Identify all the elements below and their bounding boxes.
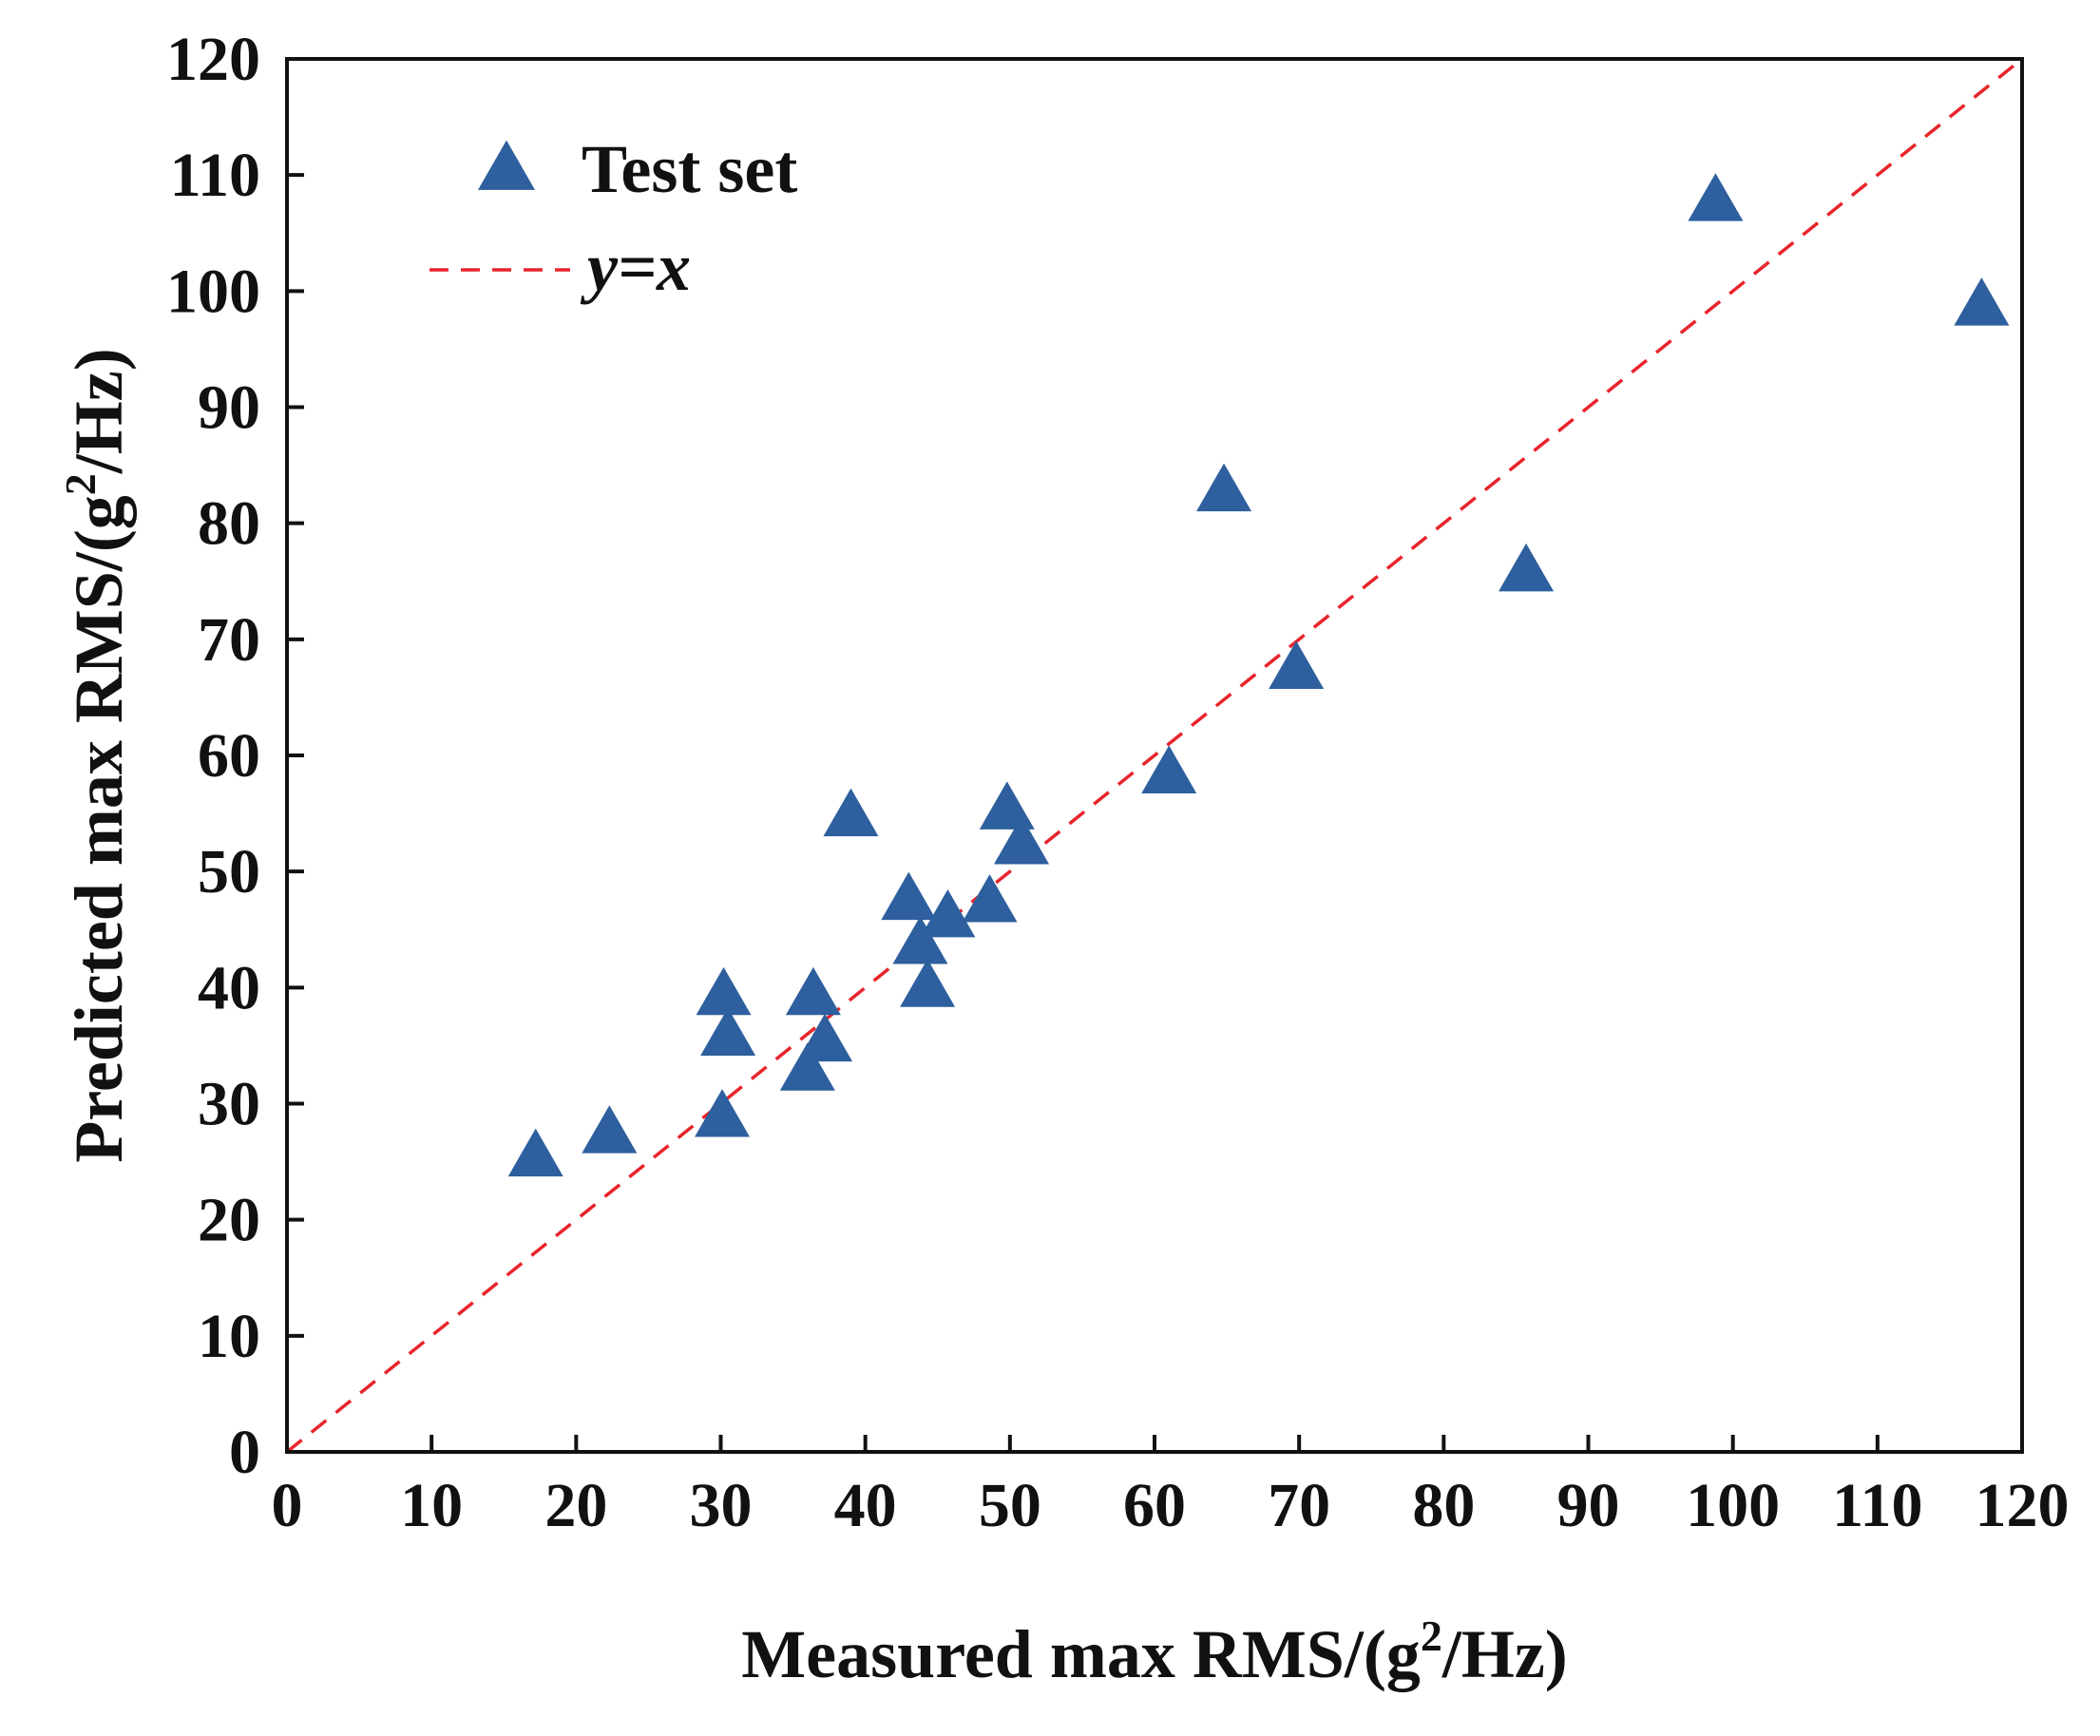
- y-tick-label: 20: [198, 1186, 260, 1255]
- data-point-triangle: [696, 966, 752, 1016]
- data-point-triangle: [779, 1042, 835, 1091]
- data-point-triangle: [892, 916, 948, 964]
- y-tick-label: 110: [170, 141, 260, 210]
- x-tick-label: 90: [1557, 1471, 1620, 1540]
- legend-triangle-marker: [478, 140, 535, 190]
- data-point-triangle: [994, 816, 1050, 865]
- y-tick-label: 50: [198, 837, 260, 906]
- data-point-triangle: [979, 781, 1035, 830]
- data-point-triangle: [823, 788, 879, 837]
- x-tick-label: 70: [1268, 1471, 1330, 1540]
- data-point-triangle: [1688, 173, 1744, 221]
- identity-line: [285, 57, 2024, 1454]
- x-tick-label: 30: [690, 1471, 753, 1540]
- y-tick-label: 100: [166, 257, 260, 326]
- x-tick-label: 50: [979, 1471, 1041, 1540]
- x-tick-label: 20: [544, 1471, 607, 1540]
- legend-label-identity-line: y=x: [580, 229, 691, 305]
- x-tick-label: 100: [1686, 1471, 1780, 1540]
- y-tick-label: 80: [198, 489, 260, 559]
- plot-layer: [285, 57, 2024, 1454]
- y-tick-label: 40: [198, 953, 260, 1022]
- legend: Test set y=x: [430, 131, 797, 305]
- x-tick-label: 120: [1976, 1471, 2070, 1540]
- y-tick-label: 90: [198, 373, 260, 443]
- data-point-triangle: [1269, 640, 1325, 689]
- data-point-triangle: [695, 1089, 751, 1137]
- y-tick-label: 10: [198, 1302, 260, 1371]
- data-point-triangle: [920, 888, 976, 938]
- y-tick-label: 120: [166, 25, 260, 94]
- x-tick-label: 0: [272, 1471, 303, 1540]
- data-point-triangle: [881, 871, 937, 921]
- x-tick-label: 40: [834, 1471, 897, 1540]
- data-point-triangle: [1196, 463, 1252, 512]
- y-tick-label: 30: [198, 1070, 260, 1139]
- x-tick-label: 80: [1412, 1471, 1475, 1540]
- x-tick-label: 60: [1123, 1471, 1186, 1540]
- y-tick-label: 70: [198, 605, 260, 675]
- data-point-triangle: [785, 966, 841, 1016]
- data-point-triangle: [1954, 277, 2010, 326]
- data-point-triangle: [1141, 745, 1197, 793]
- data-point-triangle: [700, 1007, 756, 1057]
- data-point-triangle: [900, 959, 956, 1007]
- tick-layer: 0 10 20 30 40 50 60 70 80 90 100 110 120 0 10 20 30 40 50 6…: [166, 25, 2070, 1540]
- y-axis-title: Predicted max RMS/(g2/Hz): [56, 348, 137, 1162]
- x-tick-label: 110: [1832, 1471, 1922, 1540]
- x-axis-title: Measured max RMS/(g2/Hz): [741, 1612, 1568, 1692]
- data-point-triangle: [582, 1105, 638, 1154]
- data-point-triangle: [797, 1013, 853, 1062]
- data-point-triangle: [1499, 543, 1555, 592]
- y-tick-label: 0: [229, 1418, 260, 1487]
- y-tick-label: 60: [198, 721, 260, 791]
- x-tick-label: 10: [400, 1471, 463, 1540]
- data-point-triangle: [962, 874, 1018, 923]
- data-point-triangle: [507, 1128, 563, 1177]
- legend-label-test-set: Test set: [582, 131, 797, 207]
